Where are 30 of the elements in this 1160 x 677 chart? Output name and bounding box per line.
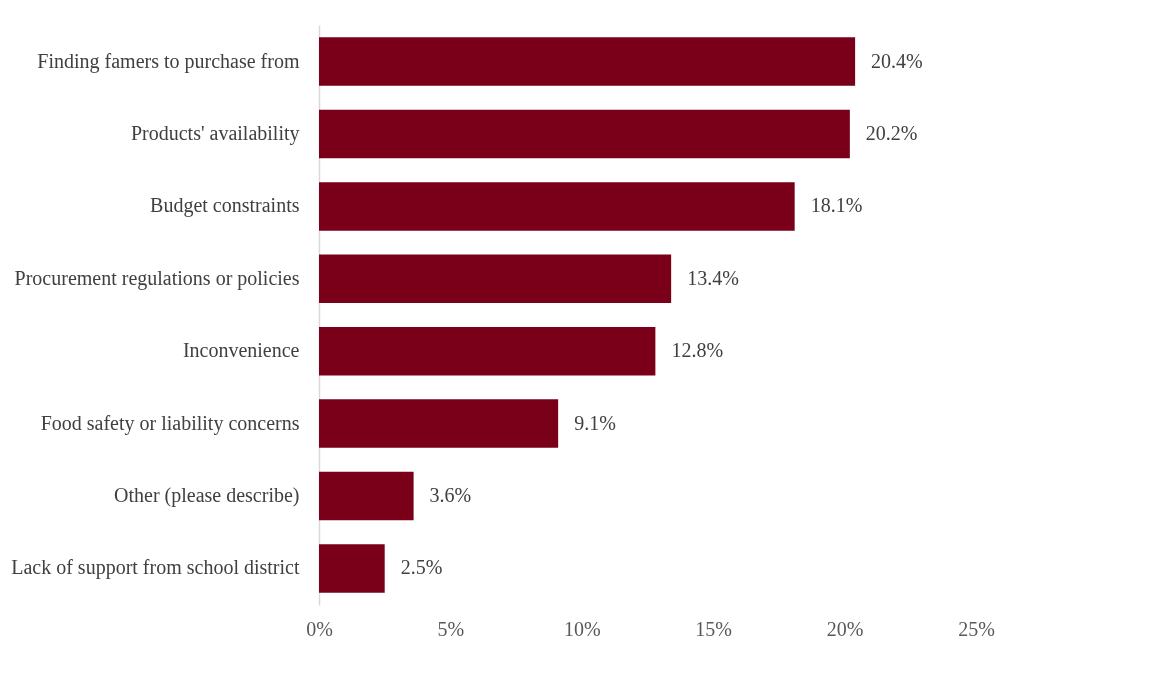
y-tick-label: Food safety or liability concerns [40, 411, 300, 435]
bar [319, 182, 795, 231]
y-tick-label: Budget constraints [150, 194, 300, 218]
bar [319, 109, 850, 159]
y-tick-label: Products' availability [130, 121, 300, 145]
data-label: 20.4% [871, 49, 923, 72]
data-label: 2.5% [400, 556, 443, 579]
data-label: 18.1% [810, 194, 863, 217]
bar [319, 37, 856, 86]
bar [319, 399, 559, 448]
y-tick-label: Lack of support from school district [11, 556, 300, 580]
data-label: 20.2% [865, 121, 918, 144]
x-tick-label: 0% [306, 617, 333, 640]
bar [319, 254, 672, 304]
data-label: 13.4% [687, 266, 739, 289]
x-tick-label: 15% [695, 617, 733, 640]
x-tick-label: 20% [826, 617, 864, 640]
y-tick-label: Inconvenience [182, 339, 300, 362]
data-label: 9.1% [574, 411, 616, 434]
y-tick-label: Procurement regulations or policies [14, 266, 300, 290]
y-tick-label: Other (please describe) [114, 484, 300, 508]
data-label: 3.6% [429, 484, 472, 507]
bar [319, 471, 414, 521]
data-label: 12.8% [671, 339, 724, 362]
x-tick-label: 25% [958, 617, 995, 640]
x-tick-label: 10% [563, 617, 601, 640]
y-tick-label: Finding famers to purchase from [37, 49, 300, 73]
bar [319, 326, 656, 376]
x-tick-label: 5% [437, 617, 465, 640]
bar [319, 544, 385, 593]
